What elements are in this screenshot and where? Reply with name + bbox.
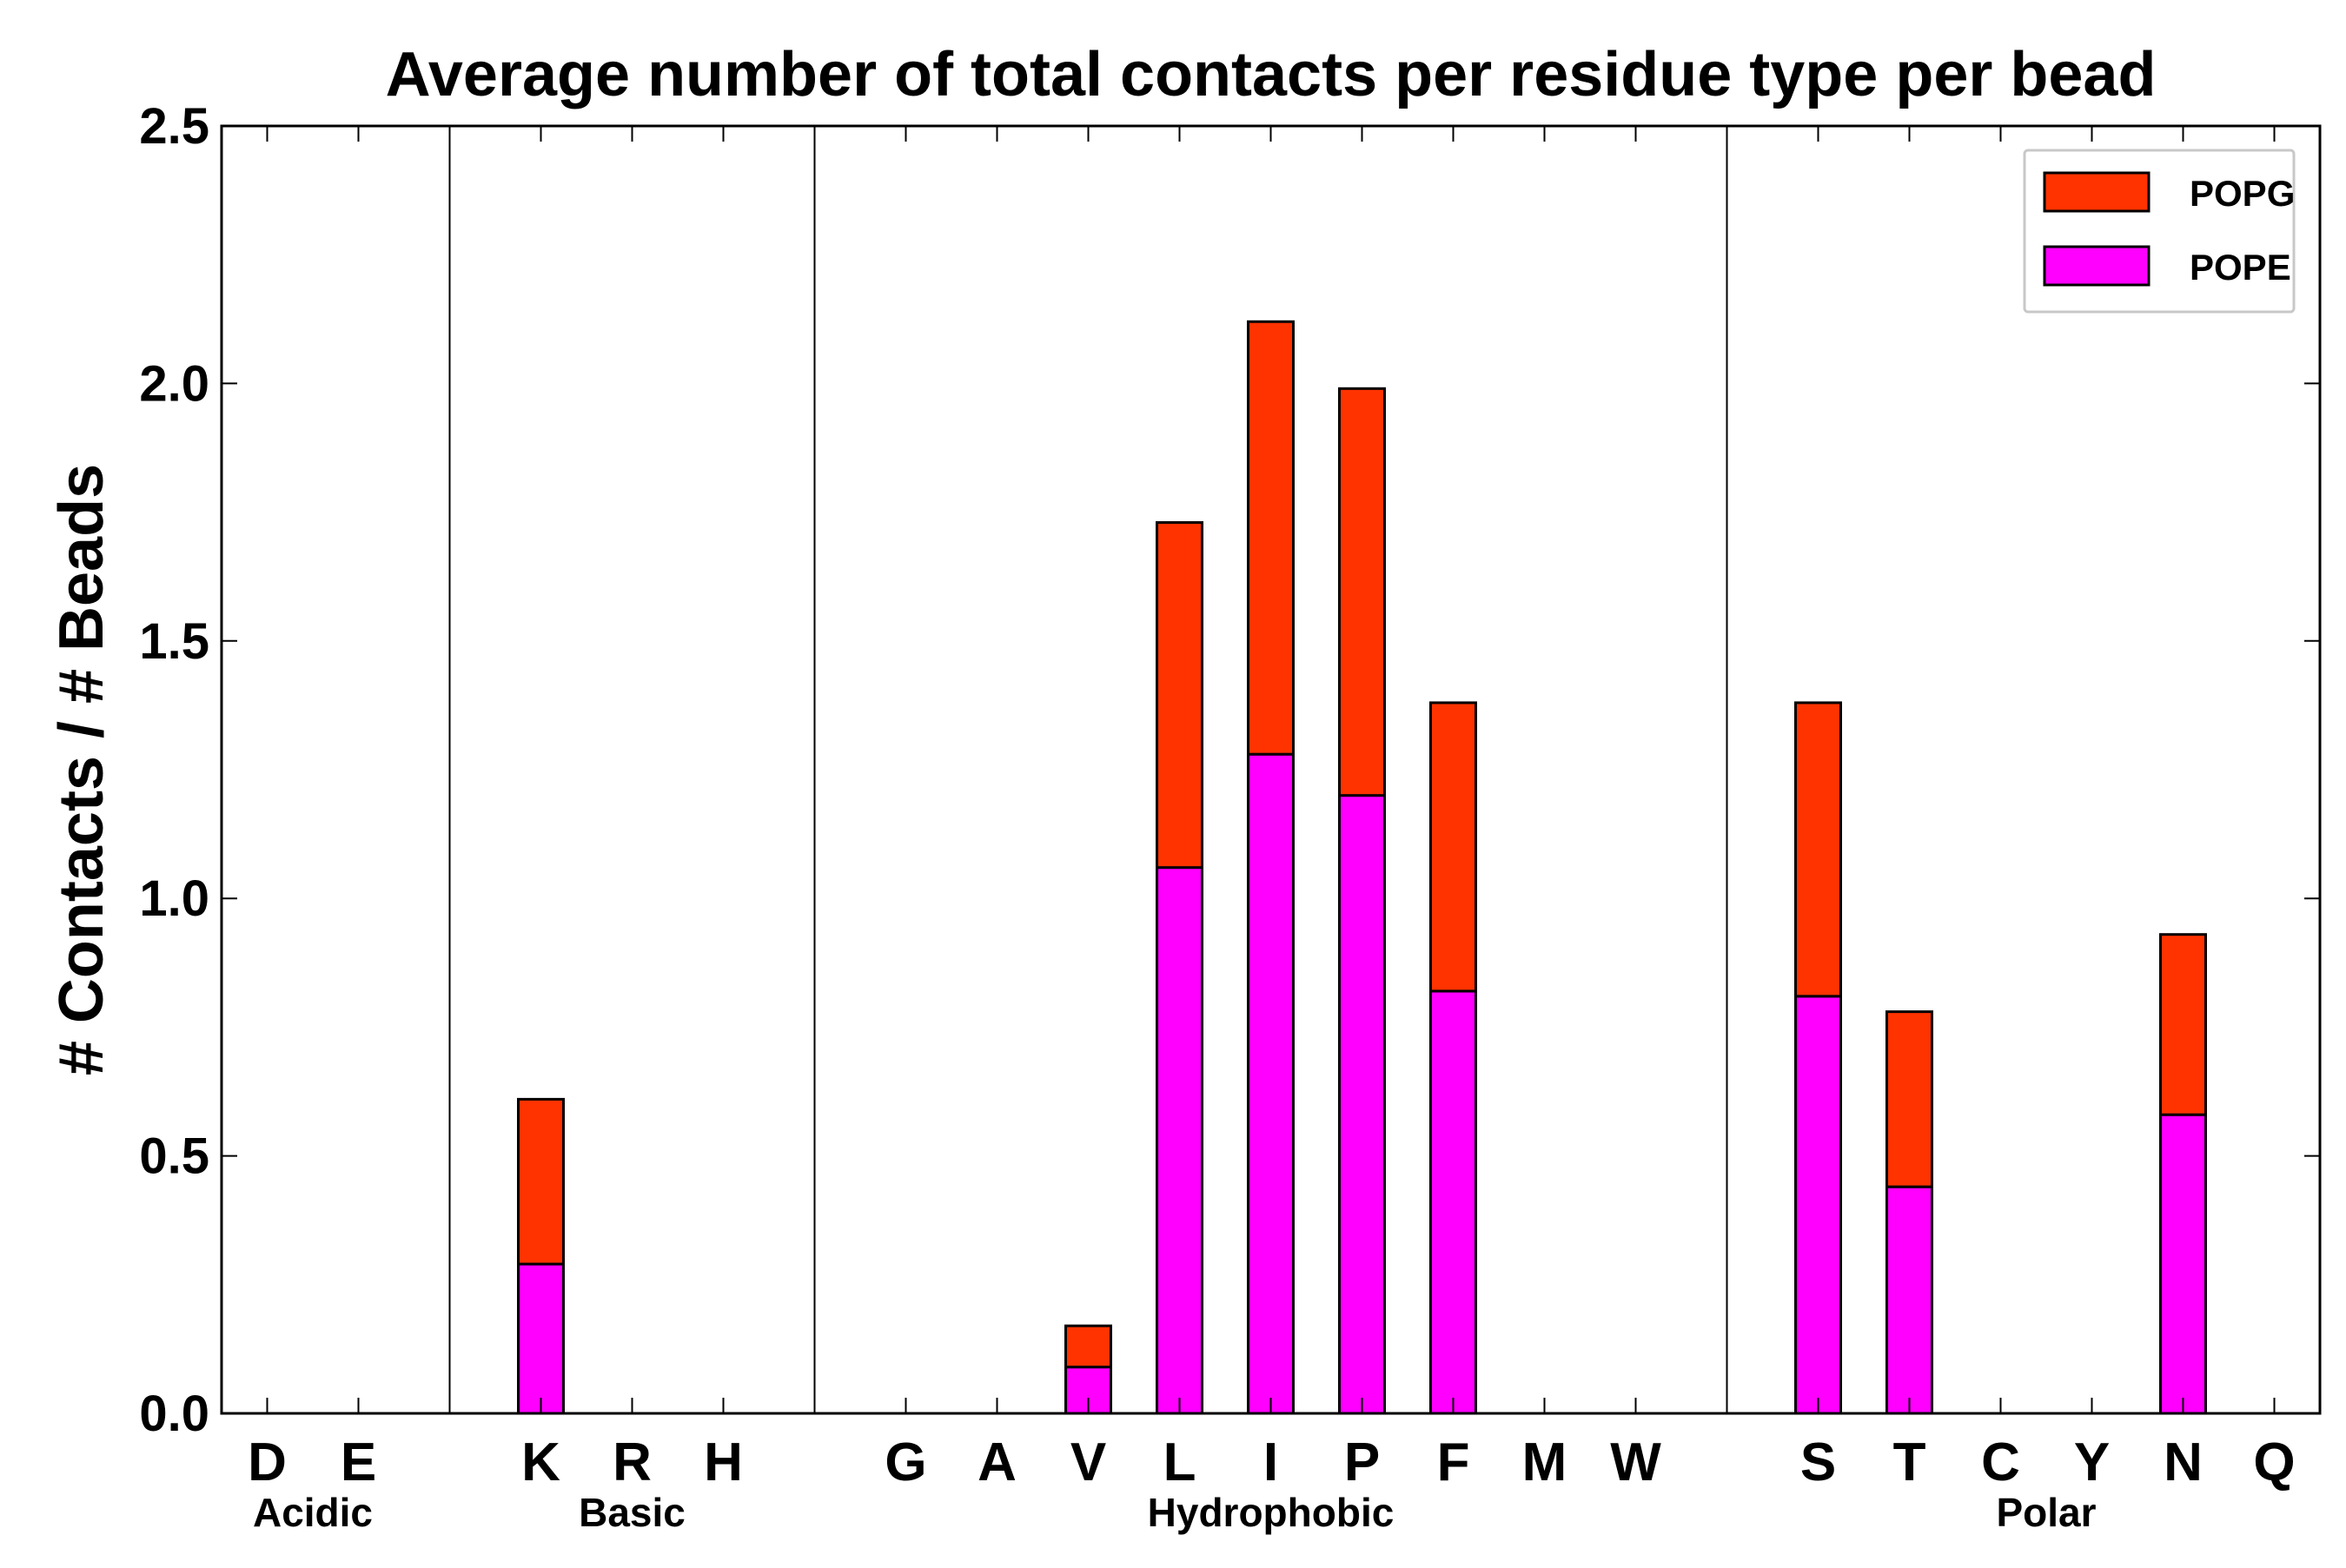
- y-tick-label: 1.0: [139, 870, 209, 927]
- bar-pope-I: [1247, 752, 1295, 1415]
- bar-popg-I: [1247, 320, 1295, 756]
- group-label-polar: Polar: [1996, 1490, 2096, 1535]
- group-label-hydrophobic: Hydrophobic: [1148, 1490, 1395, 1535]
- bar-pope-S: [1794, 995, 1842, 1415]
- bar-popg-F: [1429, 701, 1477, 993]
- legend-swatch-popg: [2043, 171, 2150, 213]
- group-label-basic: Basic: [579, 1490, 686, 1535]
- bar-pope-F: [1429, 989, 1477, 1415]
- axis-ticks: [222, 125, 2320, 1414]
- y-tick-label: 0.0: [139, 1386, 209, 1442]
- legend: POPG POPE: [2023, 149, 2296, 314]
- bars: [517, 320, 2207, 1415]
- group-separators: [448, 126, 1728, 1413]
- x-category-label-Y: Y: [2074, 1432, 2110, 1492]
- axis-labels: 0.0 0.5 1.0 1.5 2.0 2.5 D E K R H G A V L I P F M W S T C Y N Q Ac…: [139, 98, 2295, 1535]
- x-category-label-V: V: [1070, 1432, 1106, 1492]
- bar-popg-S: [1794, 701, 1842, 998]
- bar-pope-N: [2159, 1113, 2207, 1415]
- bar-popg-P: [1338, 387, 1386, 797]
- x-category-label-T: T: [1893, 1432, 1926, 1492]
- x-category-label-F: F: [1437, 1432, 1470, 1492]
- bar-pope-T: [1885, 1185, 1933, 1415]
- x-category-label-N: N: [2164, 1432, 2203, 1492]
- bar-popg-V: [1064, 1324, 1112, 1369]
- y-tick-label: 0.5: [139, 1128, 209, 1185]
- x-category-label-C: C: [1981, 1432, 2020, 1492]
- x-category-label-Q: Q: [2253, 1432, 2295, 1492]
- y-tick-label: 2.5: [139, 98, 209, 155]
- y-tick-label: 1.5: [139, 613, 209, 670]
- x-category-label-P: P: [1344, 1432, 1380, 1492]
- chart-title: Average number of total contacts per res…: [386, 40, 2157, 109]
- group-label-acidic: Acidic: [253, 1490, 373, 1535]
- x-category-label-L: L: [1163, 1432, 1196, 1492]
- x-category-label-M: M: [1522, 1432, 1567, 1492]
- x-category-label-K: K: [521, 1432, 560, 1492]
- x-category-label-S: S: [1800, 1432, 1836, 1492]
- x-category-label-D: D: [248, 1432, 287, 1492]
- legend-swatch-pope: [2043, 245, 2150, 287]
- x-category-label-R: R: [613, 1432, 652, 1492]
- x-category-label-W: W: [1610, 1432, 1661, 1492]
- x-category-label-I: I: [1263, 1432, 1278, 1492]
- bar-pope-K: [517, 1262, 565, 1415]
- bar-pope-P: [1338, 794, 1386, 1415]
- x-category-label-G: G: [885, 1432, 926, 1492]
- legend-label-popg: POPG: [2190, 173, 2295, 214]
- legend-label-pope: POPE: [2190, 247, 2291, 288]
- bar-pope-L: [1156, 866, 1203, 1415]
- bar-popg-N: [2159, 933, 2207, 1116]
- bar-popg-L: [1156, 520, 1203, 870]
- bar-pope-V: [1064, 1366, 1112, 1415]
- bar-popg-T: [1885, 1010, 1933, 1188]
- x-category-label-A: A: [978, 1432, 1017, 1492]
- y-tick-label: 2.0: [139, 355, 209, 412]
- y-axis-label: # Contacts / # Beads: [47, 464, 116, 1075]
- bar-popg-K: [517, 1097, 565, 1266]
- x-category-label-H: H: [704, 1432, 743, 1492]
- x-category-label-E: E: [341, 1432, 376, 1492]
